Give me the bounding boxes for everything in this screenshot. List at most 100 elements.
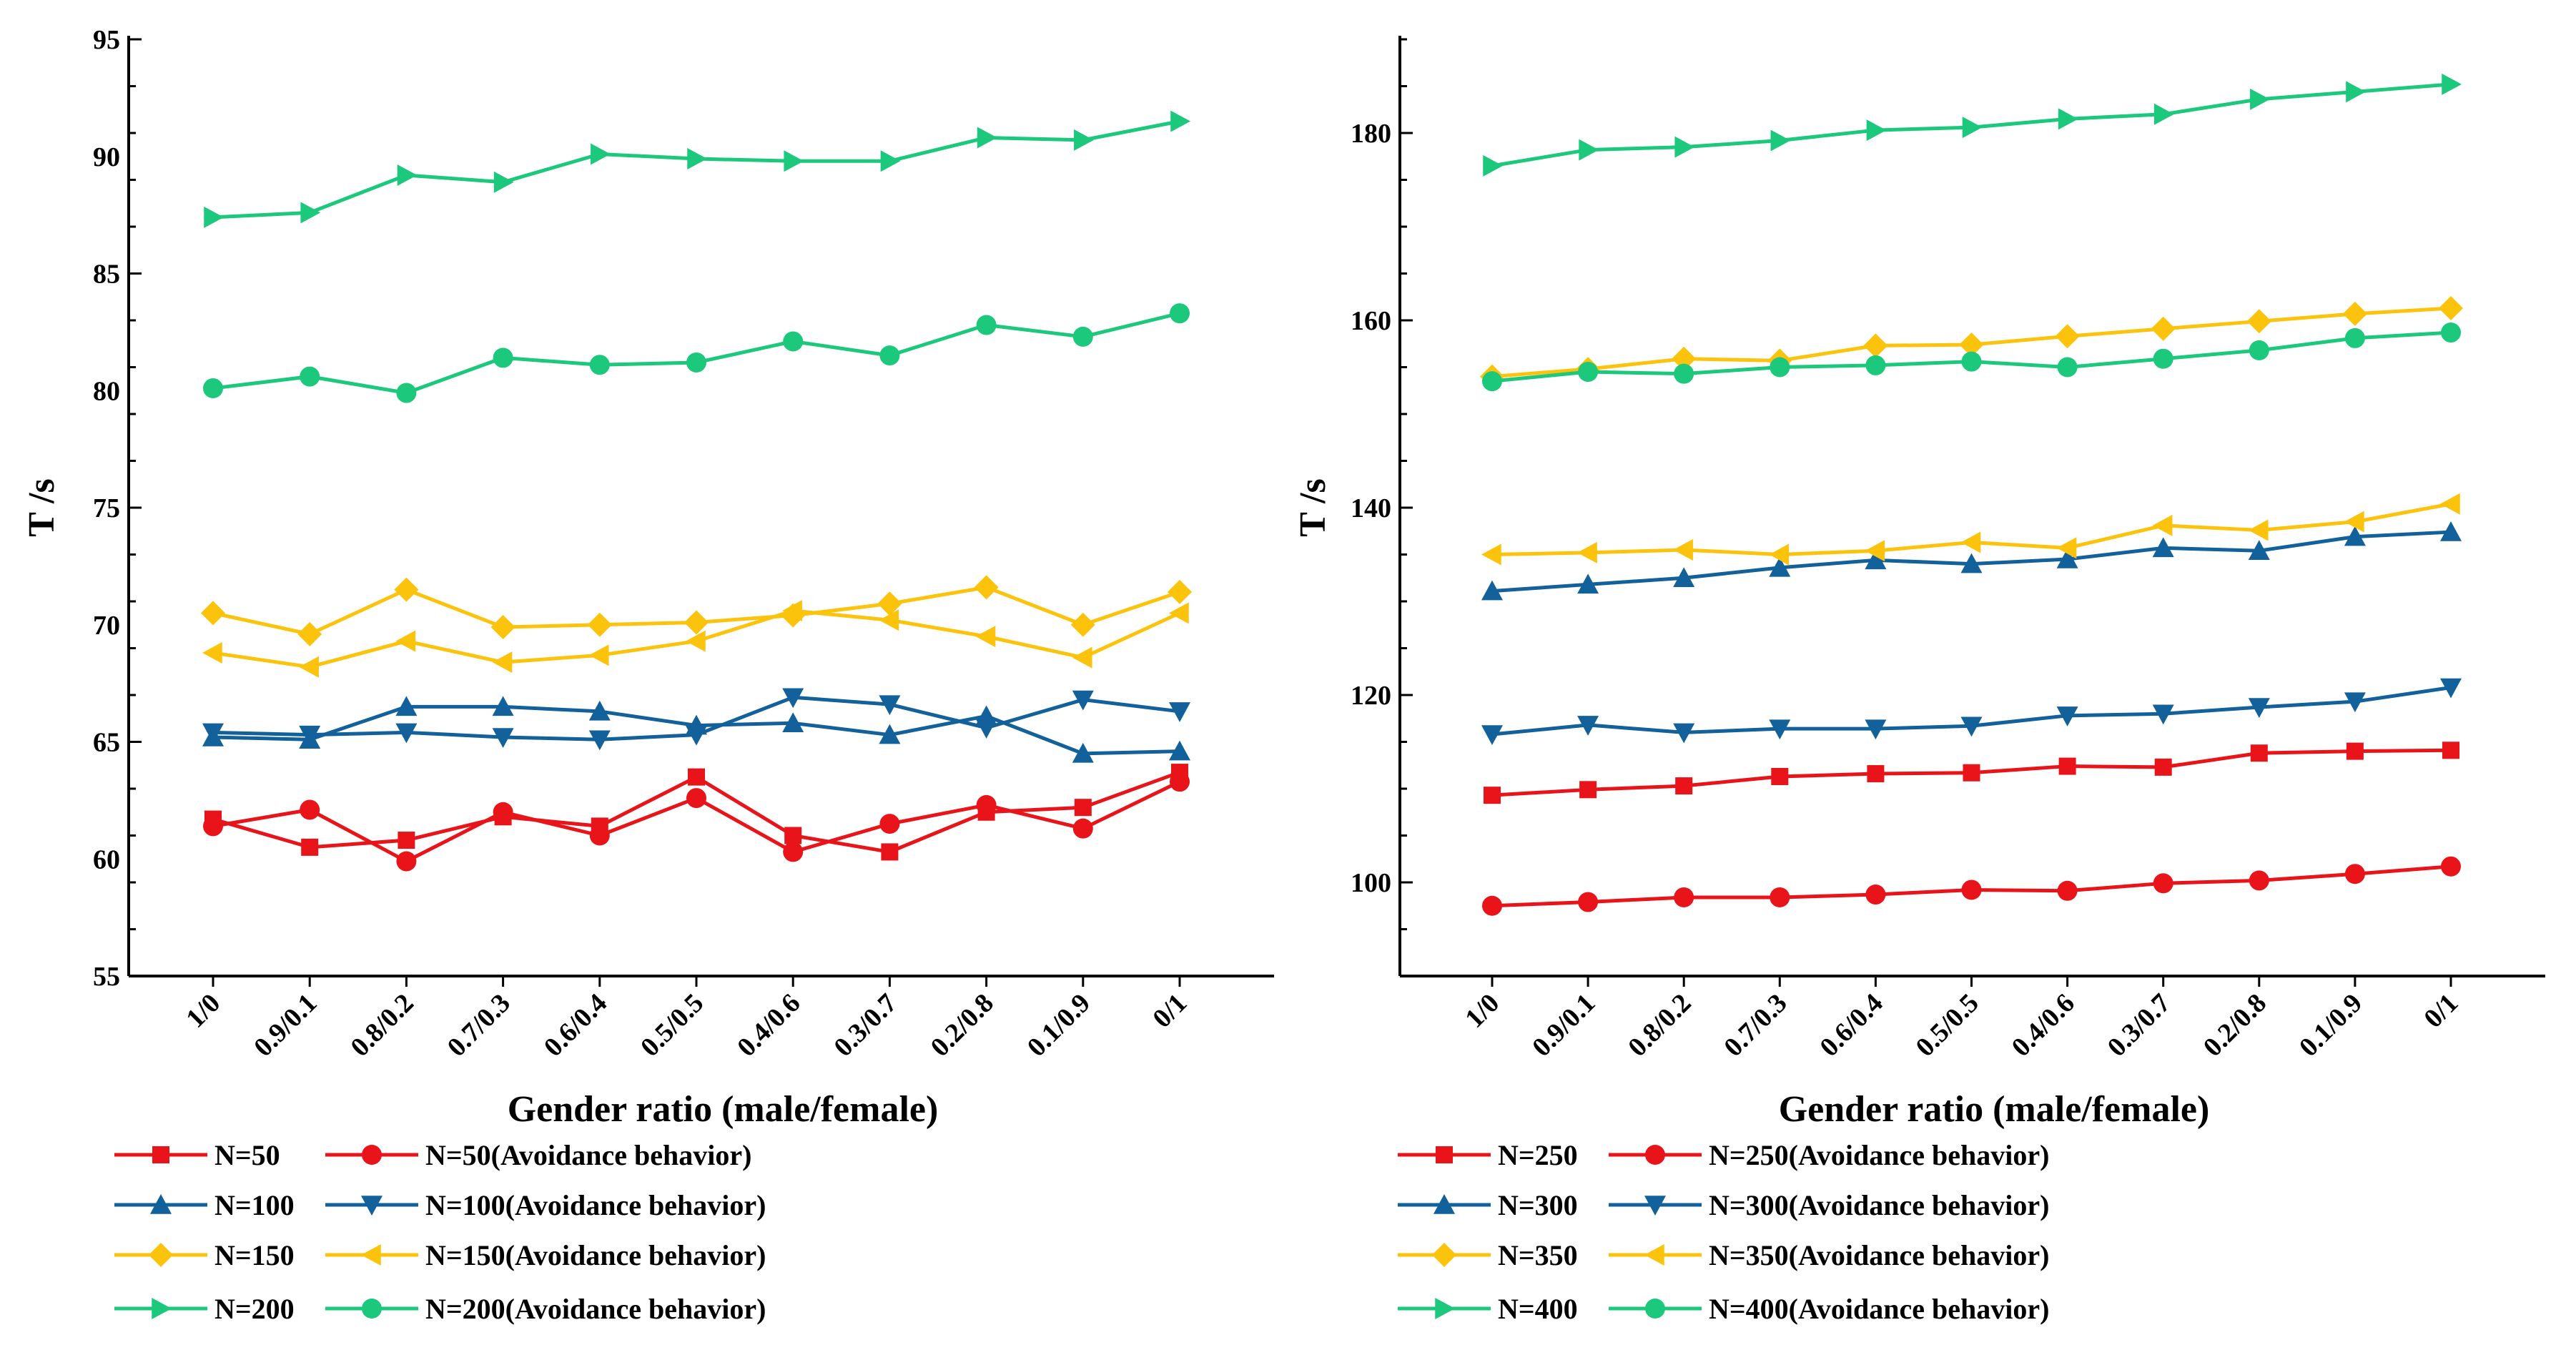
x-axis-label: Gender ratio (male/female): [508, 1089, 939, 1130]
data-point: [1578, 892, 1599, 912]
data-point: [2346, 81, 2366, 103]
data-point: [2250, 88, 2270, 110]
data-point: [493, 348, 513, 368]
series-N=300: [1481, 521, 2462, 601]
legend-entry: N=150(Avoidance behavior): [325, 1239, 766, 1271]
data-point: [1481, 543, 1501, 566]
x-tick-label: 0.2/0.8: [925, 988, 1000, 1063]
data-point: [1072, 326, 1093, 347]
y-tick-label: 140: [1351, 493, 1391, 523]
data-point: [1577, 573, 1599, 594]
legend-label: N=350: [1498, 1239, 1578, 1271]
x-axis-label: Gender ratio (male/female): [1779, 1089, 2210, 1130]
x-tick-label: 0.1/0.9: [2294, 988, 2368, 1063]
data-point: [1072, 742, 1094, 763]
data-point: [300, 799, 320, 820]
data-point: [1672, 346, 1697, 371]
data-point: [2344, 511, 2364, 533]
data-point: [1770, 887, 1790, 907]
data-point: [1961, 880, 1982, 900]
data-point: [1960, 553, 1983, 573]
data-point: [1865, 885, 1886, 905]
legend-marker: [152, 1298, 172, 1319]
x-tick-label: 0.3/0.7: [2102, 988, 2176, 1063]
data-point: [976, 315, 997, 335]
data-point: [2344, 327, 2365, 348]
data-point: [1769, 719, 1791, 740]
data-point: [398, 832, 415, 849]
data-point: [1675, 777, 1693, 795]
legend-marker: [149, 1243, 173, 1267]
data-point: [879, 695, 901, 716]
data-point: [1169, 740, 1190, 761]
data-point: [2440, 493, 2460, 515]
data-point: [1867, 765, 1885, 783]
y-tick-label: 85: [93, 260, 120, 290]
data-point: [2248, 519, 2269, 541]
data-point: [2344, 864, 2365, 885]
legend-marker: [361, 1244, 381, 1266]
data-point: [783, 331, 804, 352]
x-tick-label: 0.5/0.5: [635, 988, 709, 1063]
data-point: [2152, 514, 2173, 536]
data-point: [684, 610, 709, 635]
data-point: [301, 838, 319, 856]
data-point: [1673, 567, 1695, 587]
data-point: [2344, 526, 2366, 546]
x-tick-label: 0.9/0.1: [248, 988, 322, 1063]
data-point: [396, 851, 417, 872]
data-point: [782, 712, 804, 733]
y-tick-label: 75: [93, 493, 120, 523]
y-tick-label: 180: [1351, 119, 1391, 149]
x-tick-label: 0.5/0.5: [1910, 988, 1985, 1063]
series-N=50: [204, 764, 1188, 861]
y-tick-label: 70: [93, 611, 120, 641]
data-point: [1579, 781, 1597, 799]
chart-panel-1: 55 60 65 70 75 80 85 90 95 1/0 0.9/0.1 0.8/0.2 0.7/0…: [21, 25, 1274, 1325]
legend-marker: [1433, 1194, 1455, 1214]
legend-label: N=50(Avoidance behavior): [425, 1139, 751, 1171]
x-tick-label: 0.9/0.1: [1526, 988, 1601, 1063]
data-point: [2248, 540, 2270, 561]
series-N=100: [202, 696, 1190, 763]
x-tick-label: 0.3/0.7: [828, 988, 902, 1063]
legend-entry: N=50(Avoidance behavior): [325, 1139, 751, 1171]
legend-label: N=400: [1498, 1293, 1578, 1325]
data-point: [1769, 543, 1790, 566]
series-N=150(Avoidance behavior): [202, 600, 1189, 678]
legend-entry: N=250(Avoidance behavior): [1609, 1139, 2049, 1171]
data-point: [1168, 579, 1192, 604]
data-point: [976, 794, 997, 815]
legend-label: N=150: [214, 1239, 295, 1271]
data-point: [977, 127, 997, 149]
y-tick-label: 90: [93, 142, 120, 172]
y-tick-label: 95: [93, 25, 120, 55]
data-point: [686, 788, 706, 809]
legend-marker: [1435, 1298, 1455, 1319]
data-point: [2249, 870, 2269, 891]
data-point: [2153, 348, 2173, 369]
data-point: [1072, 818, 1093, 839]
data-point: [2346, 742, 2364, 760]
x-tick-label: 0.4/0.6: [731, 988, 806, 1063]
data-point: [1960, 531, 1981, 553]
legend-marker: [1644, 1196, 1666, 1216]
data-point: [1770, 357, 1790, 378]
data-point: [2057, 357, 2078, 378]
data-point: [1074, 799, 1092, 817]
data-point: [490, 615, 515, 640]
data-point: [2151, 316, 2176, 341]
data-point: [492, 728, 514, 748]
y-tick-label: 60: [93, 844, 120, 875]
data-point: [975, 626, 996, 648]
data-point: [2250, 744, 2268, 762]
data-point: [1674, 887, 1694, 907]
legend-label: N=250: [1498, 1139, 1578, 1171]
data-point: [2056, 706, 2078, 726]
data-point: [1482, 371, 1502, 392]
data-point: [2055, 324, 2080, 349]
legend-label: N=300(Avoidance behavior): [1709, 1189, 2049, 1221]
chart-panel-2: 100 120 140 160 180 1/0 0.9/0.1 0.8/0.2 0.7/0.3 0…: [1293, 36, 2545, 1325]
data-point: [2058, 757, 2076, 775]
legend-entry: N=400: [1398, 1293, 1578, 1325]
